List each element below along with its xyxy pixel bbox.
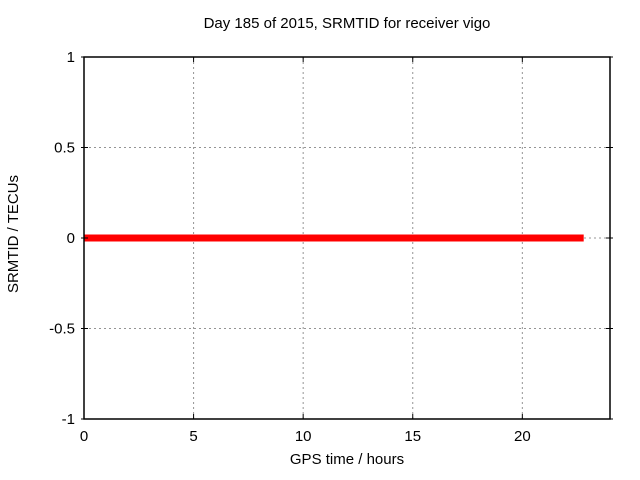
y-tick-label: 0.5 — [54, 140, 75, 157]
x-tick-label: 20 — [514, 428, 531, 445]
chart-title: Day 185 of 2015, SRMTID for receiver vig… — [203, 15, 491, 32]
y-tick-label: -1 — [62, 411, 75, 428]
y-tick-label: 0 — [67, 230, 75, 247]
x-axis-label: GPS time / hours — [289, 451, 405, 468]
x-tick-label: 5 — [189, 428, 197, 445]
x-tick-label: 15 — [404, 428, 421, 445]
x-tick-label: 10 — [295, 428, 312, 445]
y-tick-label: -0.5 — [49, 321, 75, 338]
y-tick-label: 1 — [67, 49, 75, 66]
x-tick-label: 0 — [80, 428, 88, 445]
